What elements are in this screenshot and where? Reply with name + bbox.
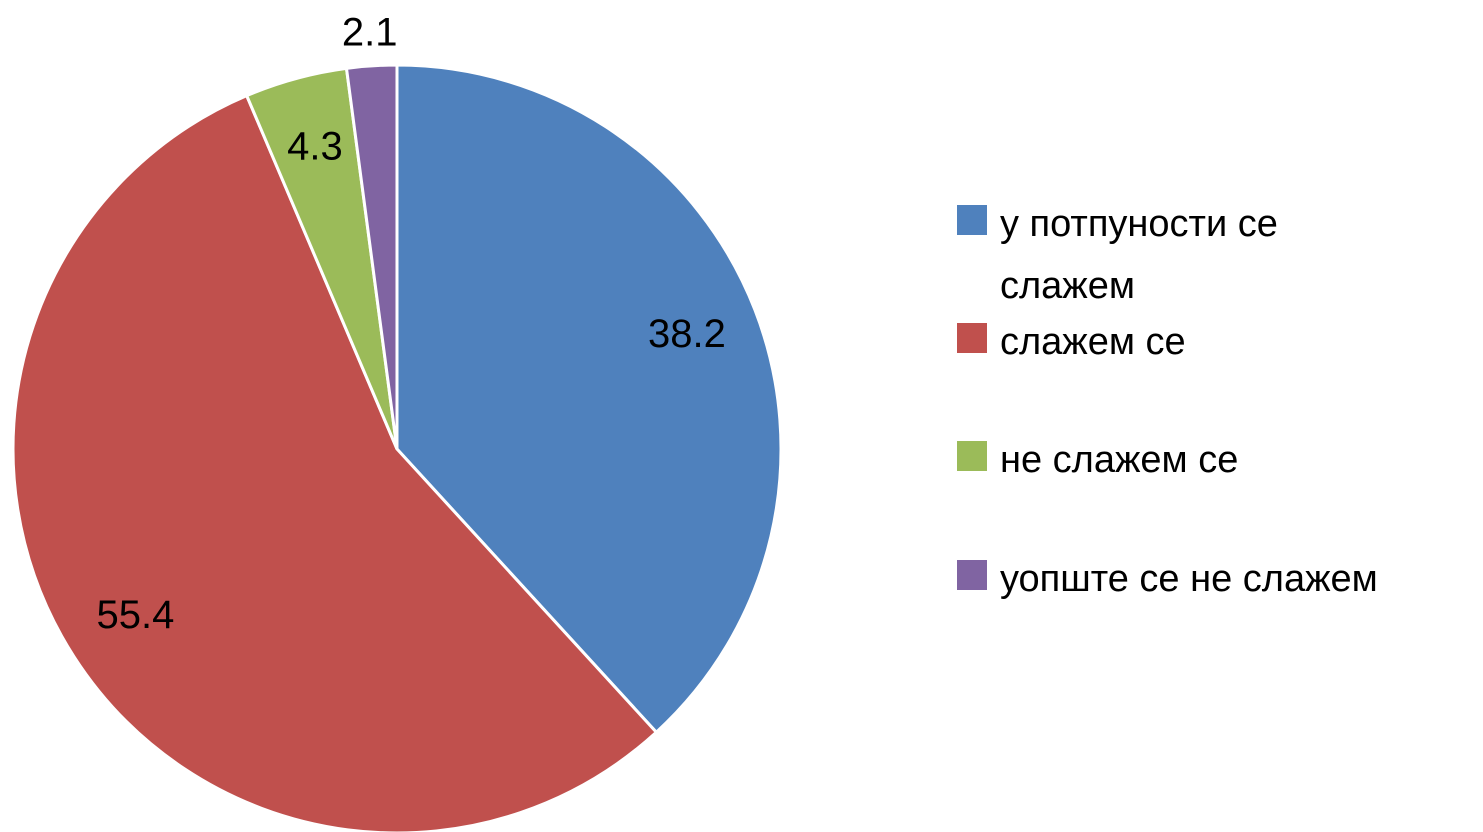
legend-item: не слажем се (957, 429, 1380, 491)
legend-item: у потпуности се слажем (957, 193, 1380, 317)
legend-swatch (957, 441, 987, 471)
legend-swatch (957, 205, 987, 235)
legend-swatch (957, 323, 987, 353)
legend-label: не слажем се (1000, 439, 1239, 481)
legend-label: у потпуности се слажем (1000, 203, 1278, 307)
data-label: 38.2 (648, 312, 726, 356)
legend: у потпуности се слажем слажем се не слажем… (957, 0, 1477, 832)
data-label: 2.1 (342, 11, 398, 55)
legend-label: слажем се (1000, 321, 1186, 363)
legend-label: уопште се не слажем (1000, 558, 1378, 600)
legend-swatch (957, 560, 987, 590)
data-label: 4.3 (287, 125, 343, 169)
pie-slice (11, 93, 659, 832)
pie-slice (395, 63, 783, 735)
data-label: 55.4 (97, 593, 175, 637)
pie-slice (344, 63, 399, 450)
legend-item: уопште се не слажем (957, 548, 1380, 610)
legend-item: слажем се (957, 311, 1380, 373)
